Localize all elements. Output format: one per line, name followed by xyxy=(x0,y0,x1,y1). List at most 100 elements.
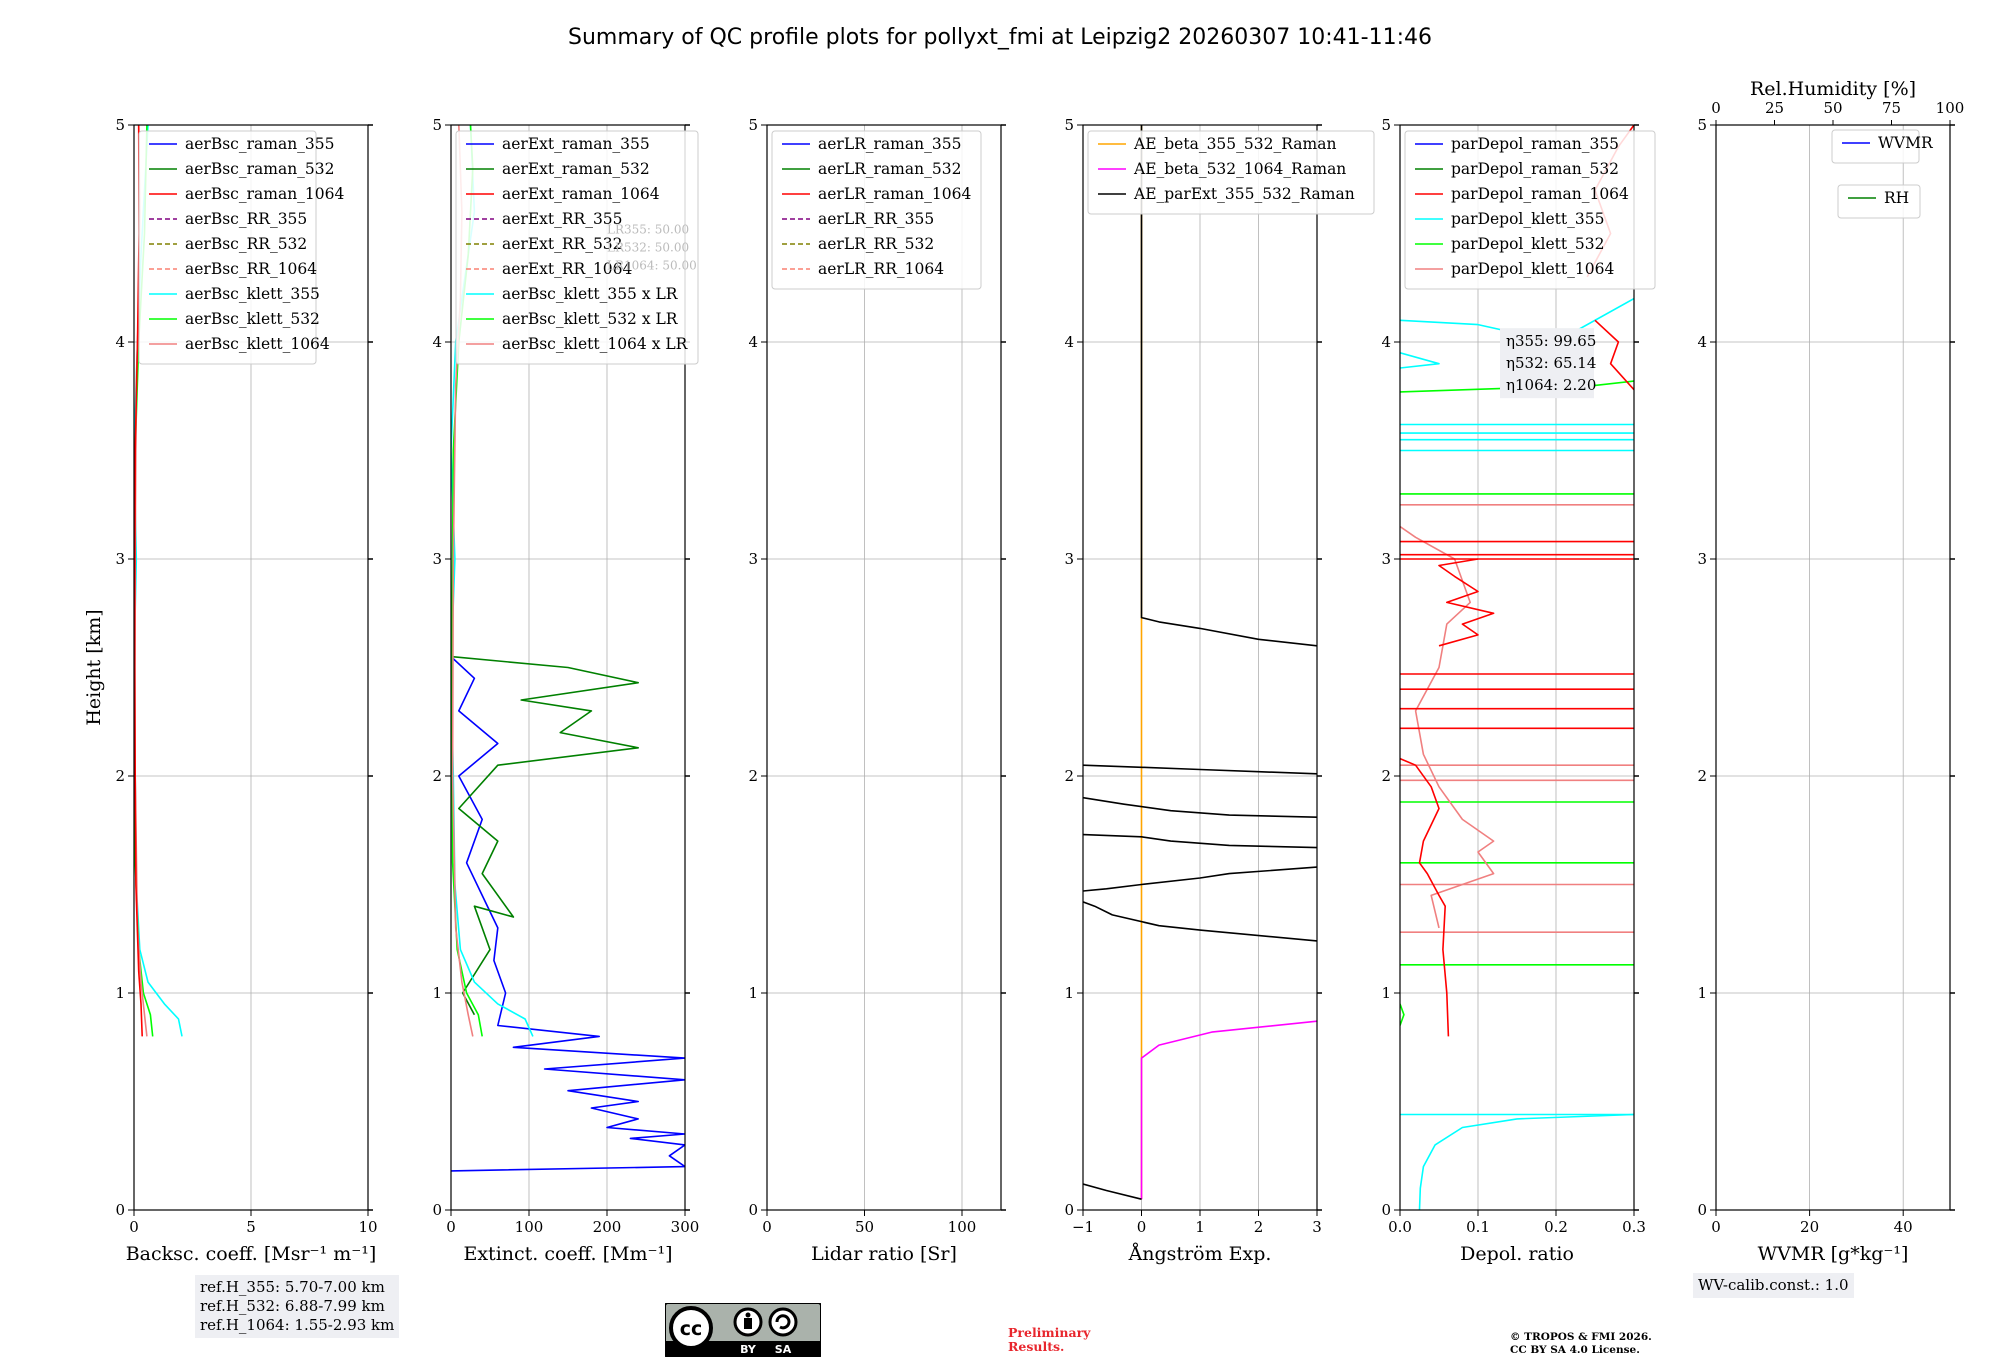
y-tick-label: 3 xyxy=(748,550,758,568)
lr-annotation-text: LR355: 50.00 xyxy=(607,223,689,237)
cc-icon xyxy=(669,1306,713,1350)
panel-backscatter: 0 5 10 0 1 2 3 4 5 Backsc. coeff. [Msr⁻¹ m⁻¹] Heig… xyxy=(83,116,378,1265)
legend-item-label: parDepol_raman_532 xyxy=(1451,160,1619,178)
axes-frame xyxy=(766,124,1002,1211)
series-line-AE_parExt_355_532_Raman xyxy=(1083,1183,1142,1200)
reference-heights-box: ref.H_355: 5.70-7.00 km ref.H_532: 6.88-… xyxy=(195,1275,400,1338)
series-group xyxy=(1083,125,1317,1200)
lr-annotation-text: LR532: 50.00 xyxy=(607,241,689,255)
x-tick-label: 0 xyxy=(1137,1218,1147,1236)
legend-item-label: aerExt_RR_532 xyxy=(502,235,623,253)
y-tick-label: 4 xyxy=(748,333,758,351)
preliminary-line-2: Results. xyxy=(1008,1339,1065,1354)
legend-item-label: aerExt_raman_1064 xyxy=(502,185,660,203)
eta-text: η1064: 2.20 xyxy=(1506,376,1596,394)
legend-item-label: aerBsc_klett_1064 x LR xyxy=(502,335,689,353)
series-line-AE_parExt_355_532_Raman xyxy=(1083,833,1317,849)
x-tick-label: −1 xyxy=(1072,1218,1094,1236)
series-line-AE_parExt_355_532_Raman xyxy=(1083,796,1317,818)
x-axis-label: Extinct. coeff. [Mm⁻¹] xyxy=(463,1243,672,1265)
series-line-parDepol_raman_1064 xyxy=(1438,558,1495,647)
series-line-AE_parExt_355_532_Raman xyxy=(1083,901,1317,942)
x-tick-label: 40 xyxy=(1894,1218,1913,1236)
x-tick-label: 0 xyxy=(762,1218,772,1236)
legend-item-label: parDepol_klett_355 xyxy=(1451,210,1604,228)
x-tick-label: 3 xyxy=(1312,1218,1322,1236)
eta-text: η355: 99.65 xyxy=(1506,332,1596,350)
panel-lidar_ratio: 0 50 100 0 1 2 3 4 5 Lidar ratio [Sr] aerLR_raman_… xyxy=(748,116,1006,1265)
y-tick-label: 4 xyxy=(1064,333,1074,351)
y-tick-label: 3 xyxy=(1064,550,1074,568)
x-axis-label: Ångström Exp. xyxy=(1128,1243,1272,1265)
x-tick-label: 50 xyxy=(855,1218,874,1236)
legend-item-label: aerBsc_klett_355 xyxy=(185,285,320,303)
ref-height-532: ref.H_532: 6.88-7.99 km xyxy=(200,1297,385,1315)
wv-calib-text: WV-calib.const.: 1.0 xyxy=(1698,1276,1849,1294)
by-label: BY xyxy=(740,1343,757,1356)
legend-item-label: aerLR_RR_355 xyxy=(818,210,934,228)
series-line-parDepol_klett_532 xyxy=(1400,1003,1405,1026)
y-tick-label: 5 xyxy=(1381,116,1391,134)
legend-item-label: aerBsc_RR_355 xyxy=(185,210,307,228)
preliminary-line-1: Preliminary xyxy=(1008,1325,1091,1340)
y-tick-label: 5 xyxy=(1697,116,1707,134)
legend: AE_beta_355_532_Raman AE_beta_532_1064_Ra… xyxy=(1087,130,1375,215)
x-tick-label: 0 xyxy=(1711,1218,1721,1236)
preliminary-note: Preliminary Results. xyxy=(1008,1326,1090,1354)
wv-calib-box: WV-calib.const.: 1.0 xyxy=(1693,1273,1854,1298)
axes-frame xyxy=(1715,124,1951,1211)
legend-item-label: aerBsc_raman_355 xyxy=(185,135,335,153)
y-axis-label: Height [km] xyxy=(83,609,105,725)
y-tick-label: 5 xyxy=(1064,116,1074,134)
legend-item-label: aerExt_raman_532 xyxy=(502,160,650,178)
x-axis-label: Backsc. coeff. [Msr⁻¹ m⁻¹] xyxy=(126,1243,377,1265)
eta-box xyxy=(1500,328,1594,399)
legend-item-label: AE_parExt_355_532_Raman xyxy=(1133,185,1355,203)
y-tick-label: 4 xyxy=(115,333,125,351)
legend-item-label: aerBsc_RR_1064 xyxy=(185,260,317,278)
legend: aerBsc_raman_355 aerBsc_raman_532 aerBsc_r… xyxy=(138,130,345,365)
legend-item-label: aerBsc_klett_355 x LR xyxy=(502,285,679,303)
attribution-body xyxy=(744,1318,752,1329)
x-tick-label: 200 xyxy=(593,1218,622,1236)
legend-item-label: aerExt_raman_355 xyxy=(502,135,650,153)
y-tick-label: 2 xyxy=(432,767,442,785)
legend: WVMR xyxy=(1831,129,1934,164)
legend-item-label: AE_beta_532_1064_Raman xyxy=(1133,160,1346,178)
y-tick-label: 0 xyxy=(1697,1201,1707,1219)
y-tick-label: 5 xyxy=(748,116,758,134)
y-tick-label: 4 xyxy=(1381,333,1391,351)
top-x-tick-label: 75 xyxy=(1882,99,1901,117)
y-tick-label: 0 xyxy=(1064,1201,1074,1219)
y-tick-label: 1 xyxy=(748,984,758,1002)
legend-item-label: AE_beta_355_532_Raman xyxy=(1133,135,1336,153)
legend-item-label: aerBsc_raman_1064 xyxy=(185,185,345,203)
y-tick-label: 3 xyxy=(1381,550,1391,568)
lr-annotation-text: LR1064: 50.00 xyxy=(607,259,697,273)
y-tick-label: 0 xyxy=(115,1201,125,1219)
top-x-tick-label: 0 xyxy=(1711,99,1721,117)
share-alike-arrow xyxy=(775,1314,791,1330)
legend-item-label: aerLR_RR_1064 xyxy=(818,260,944,278)
x-axis-label: WVMR [g*kg⁻¹] xyxy=(1758,1243,1909,1265)
legend: aerLR_raman_355 aerLR_raman_532 aerLR_rama… xyxy=(771,130,982,290)
x-tick-label: 0.3 xyxy=(1622,1218,1646,1236)
x-tick-label: 0 xyxy=(446,1218,456,1236)
ref-height-355: ref.H_355: 5.70-7.00 km xyxy=(200,1278,385,1296)
x-tick-label: 20 xyxy=(1800,1218,1819,1236)
top-x-tick-label: 100 xyxy=(1936,99,1965,117)
y-tick-label: 0 xyxy=(748,1201,758,1219)
y-tick-label: 3 xyxy=(432,550,442,568)
legend-frame xyxy=(138,130,317,365)
top-x-tick-label: 50 xyxy=(1823,99,1842,117)
y-tick-label: 2 xyxy=(1381,767,1391,785)
y-tick-label: 1 xyxy=(1381,984,1391,1002)
cc-label: cc xyxy=(680,1318,703,1340)
cc-by-sa-badge: cc BY SA xyxy=(665,1303,821,1357)
share-alike-icon xyxy=(768,1307,798,1337)
top-x-axis-label: Rel.Humidity [%] xyxy=(1750,78,1916,100)
legend-item-label: parDepol_klett_1064 xyxy=(1451,260,1614,278)
